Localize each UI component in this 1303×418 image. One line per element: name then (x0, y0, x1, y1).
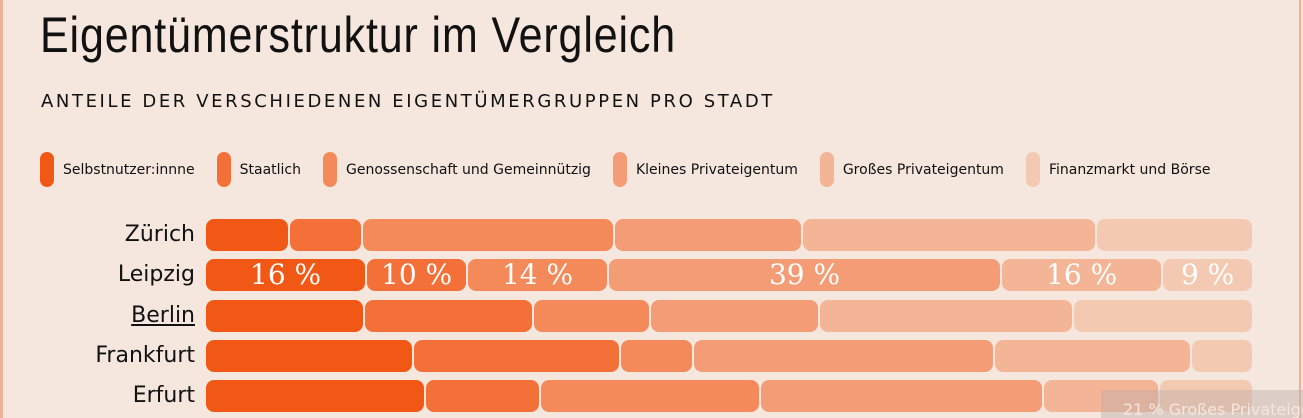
bar-segment[interactable] (994, 340, 1190, 372)
bar-segment[interactable] (819, 300, 1072, 332)
legend-label: Staatlich (239, 161, 301, 178)
bar-segment[interactable]: 39 % (609, 259, 1001, 291)
legend-swatch (40, 152, 54, 187)
bar-segment[interactable] (541, 380, 760, 412)
bar-row: Zürich (0, 219, 1303, 251)
tooltip: 21 % Großes Privateigentum (1101, 390, 1303, 418)
bar-segment[interactable]: 16 % (206, 259, 366, 291)
bar-segment[interactable]: 14 % (467, 259, 608, 291)
legend: Selbstnutzer:innne Staatlich Genossenschaf… (40, 152, 1232, 187)
city-link[interactable]: Berlin (131, 303, 195, 328)
legend-item[interactable]: Finanzmarkt und Börse (1025, 152, 1211, 187)
bar-segment[interactable] (413, 340, 620, 372)
city-label: Zürich (124, 222, 195, 247)
bar-segment[interactable] (1073, 300, 1252, 332)
bar-segment[interactable] (761, 380, 1043, 412)
bar-row: Frankfurt (0, 340, 1303, 372)
legend-label: Kleines Privateigentum (635, 161, 798, 178)
legend-swatch (612, 152, 627, 187)
bar-segment[interactable]: 16 % (1002, 259, 1162, 291)
legend-label: Selbstnutzer:innne (63, 161, 195, 178)
bar-segment[interactable] (206, 219, 288, 251)
bar-segment[interactable] (364, 300, 533, 332)
bar-segment[interactable] (1159, 380, 1252, 412)
bar-segment[interactable] (206, 380, 425, 412)
bar-row: Erfurt (0, 380, 1303, 412)
bar-segment[interactable] (1096, 219, 1252, 251)
bar-segment[interactable] (206, 340, 412, 372)
bar-segment[interactable] (693, 340, 993, 372)
left-border (0, 0, 3, 418)
bar-segment[interactable]: 10 % (367, 259, 466, 291)
bar-segment[interactable]: 9 % (1163, 259, 1252, 291)
legend-item[interactable]: Genossenschaft und Gemeinnützig (322, 152, 591, 187)
bar-segment[interactable] (363, 219, 613, 251)
chart-title: Eigentümerstruktur im Vergleich (40, 7, 677, 63)
bar-segment[interactable] (206, 300, 363, 332)
city-label: Leipzig (117, 262, 195, 287)
bar-segment[interactable] (426, 380, 540, 412)
legend-swatch (216, 152, 231, 187)
legend-swatch (1025, 152, 1040, 187)
bar-segment[interactable] (1191, 340, 1252, 372)
bar-segment[interactable] (614, 219, 802, 251)
legend-swatch (322, 152, 337, 187)
bar-segment[interactable] (803, 219, 1095, 251)
legend-label: Finanzmarkt und Börse (1048, 161, 1211, 178)
legend-swatch (819, 152, 834, 187)
bar-segment[interactable] (534, 300, 649, 332)
legend-label: Großes Privateigentum (842, 161, 1004, 178)
city-label: Erfurt (132, 383, 195, 408)
bar-segment[interactable] (289, 219, 362, 251)
legend-label: Genossenschaft und Gemeinnützig (345, 161, 591, 178)
bar-row: Leipzig 16 % 10 % 14 % 39 % 16 % 9 % (0, 259, 1303, 291)
legend-item[interactable]: Großes Privateigentum (819, 152, 1004, 187)
legend-item[interactable]: Selbstnutzer:innne (40, 152, 195, 187)
legend-item[interactable]: Staatlich (216, 152, 301, 187)
bar-row: Berlin (0, 300, 1303, 332)
right-border (1299, 0, 1301, 418)
city-label: Frankfurt (95, 343, 195, 368)
bar-segment[interactable] (1044, 380, 1158, 412)
bar-segment[interactable] (650, 300, 818, 332)
bar-segment[interactable] (621, 340, 692, 372)
chart-subtitle: ANTEILE DER VERSCHIEDENEN EIGENTÜMERGRUP… (41, 91, 775, 112)
legend-item[interactable]: Kleines Privateigentum (612, 152, 798, 187)
